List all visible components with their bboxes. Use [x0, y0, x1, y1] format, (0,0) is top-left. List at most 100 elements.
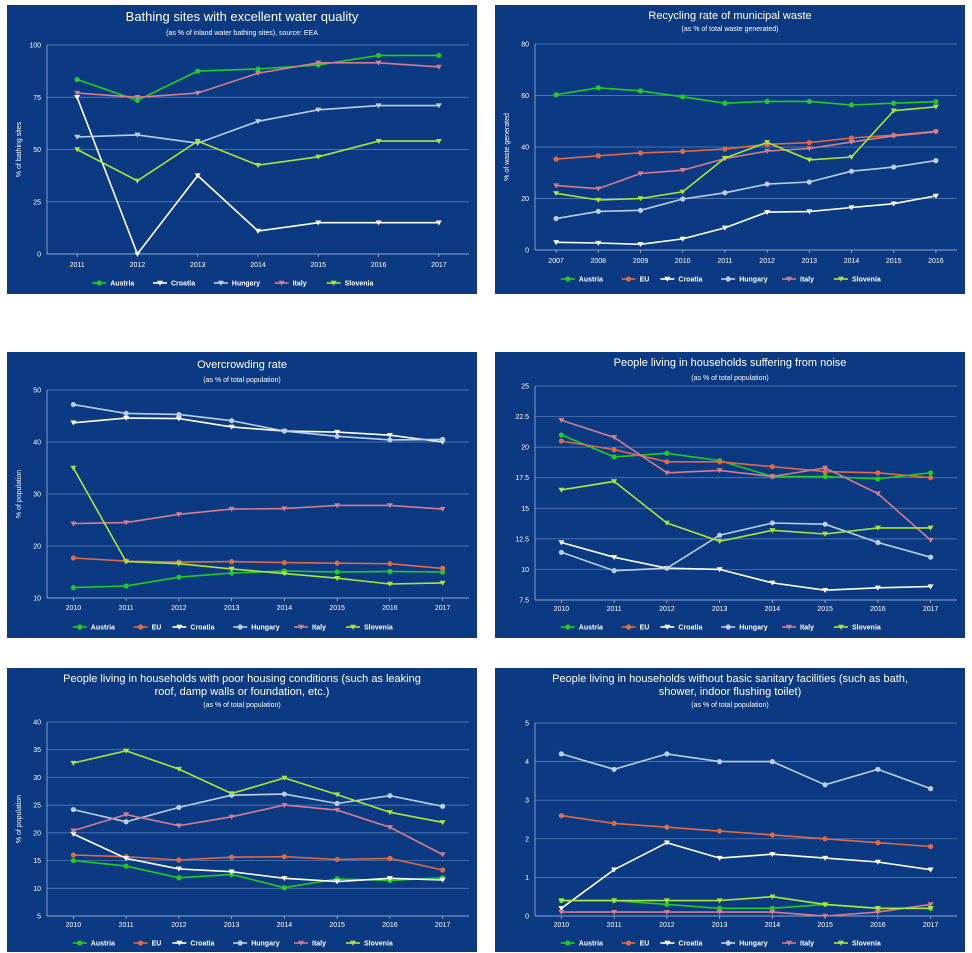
legend-marker-austria [565, 276, 571, 282]
x-tick-label: 2013 [802, 258, 818, 265]
legend-marker-croatia [664, 276, 671, 282]
series-line-austria [561, 434, 931, 480]
data-point-hungary [928, 786, 934, 792]
data-point-slovenia [228, 791, 235, 797]
legend-label-slovenia: Slovenia [345, 281, 374, 288]
legend-marker-croatia [664, 940, 671, 946]
data-point-austria [611, 454, 617, 460]
series-line-croatia [73, 833, 443, 883]
data-point-croatia [721, 225, 728, 231]
data-point-hungary [176, 411, 182, 418]
series-line-eu [561, 814, 931, 848]
data-point-eu [769, 464, 775, 470]
data-point-slovenia [74, 147, 81, 153]
x-tick-label: 2013 [190, 262, 206, 269]
data-point-slovenia [874, 525, 881, 531]
legend-marker-croatia [157, 280, 163, 286]
data-point-slovenia [281, 571, 288, 577]
x-tick-label: 2017 [923, 606, 939, 613]
legend-label-croatia: Croatia [190, 941, 214, 948]
x-tick-label: 2017 [435, 605, 451, 612]
data-point-slovenia [716, 898, 723, 904]
x-tick-label: 2017 [923, 922, 939, 929]
data-point-eu [717, 828, 723, 834]
x-tick-label: 2008 [591, 258, 607, 265]
data-point-croatia [558, 906, 565, 912]
legend-marker-austria [77, 940, 83, 946]
legend-label-croatia: Croatia [678, 941, 702, 948]
data-point-austria [281, 885, 287, 891]
data-point-austria [195, 68, 201, 74]
y-tick-label: 60 [521, 93, 529, 100]
data-point-eu [664, 824, 670, 830]
x-tick-label: 2012 [659, 922, 675, 929]
chart-panel-sanitary: People living in households without basi… [495, 668, 965, 952]
x-tick-label: 2016 [371, 262, 387, 269]
chart-title: roof, damp walls or foundation, etc.) [155, 686, 330, 698]
data-point-italy [255, 71, 261, 77]
data-point-italy [890, 133, 897, 139]
legend-label-eu: EU [640, 941, 650, 948]
data-point-austria [595, 85, 601, 91]
data-point-hungary [611, 568, 617, 574]
data-point-hungary [134, 132, 141, 138]
data-point-eu [229, 854, 235, 860]
data-point-eu [553, 156, 559, 162]
legend-label-croatia: Croatia [678, 277, 702, 284]
data-point-hungary [595, 208, 601, 214]
data-point-eu [637, 150, 644, 156]
chart-title: People living in households with poor ho… [63, 673, 421, 685]
x-tick-label: 2011 [717, 258, 732, 265]
data-point-italy [637, 171, 644, 177]
data-point-eu [281, 560, 287, 566]
data-point-croatia [848, 205, 855, 211]
legend-marker-italy [298, 940, 304, 946]
data-point-hungary [387, 437, 393, 443]
series-line-italy [73, 504, 443, 525]
data-point-slovenia [806, 157, 813, 163]
data-point-eu [822, 836, 828, 842]
data-point-croatia [611, 867, 618, 873]
data-point-austria [848, 102, 855, 108]
series-line-croatia [73, 417, 443, 443]
y-tick-label: 17.5 [515, 475, 529, 482]
chart-title: Bathing sites with excellent water quali… [126, 9, 359, 24]
data-point-slovenia [927, 525, 934, 531]
x-tick-label: 2010 [554, 922, 570, 929]
y-tick-label: 0 [525, 914, 529, 921]
data-point-eu [595, 153, 601, 159]
series-line-austria [76, 54, 439, 102]
legend-label-slovenia: Slovenia [364, 941, 393, 948]
chart-subtitle: (as % of total population) [691, 375, 768, 382]
data-point-slovenia [721, 155, 728, 161]
data-point-austria [123, 863, 129, 869]
y-tick-label: 15 [33, 858, 41, 865]
y-tick-label: 35 [33, 747, 41, 754]
chart-svg: Recycling rate of municipal waste (as % o… [504, 10, 957, 284]
data-point-hungary [769, 520, 775, 526]
y-tick-label: 0 [37, 252, 41, 259]
data-point-croatia [439, 877, 446, 883]
data-point-hungary [717, 532, 723, 538]
data-point-italy [439, 506, 446, 512]
data-point-eu [806, 140, 812, 146]
data-point-hungary [891, 164, 897, 170]
series-line-italy [556, 131, 936, 190]
data-point-italy [558, 909, 565, 915]
data-point-slovenia [553, 191, 560, 197]
chart-title: shower, indoor flushing toilet) [659, 686, 801, 698]
data-point-croatia [334, 429, 341, 435]
data-point-italy [123, 520, 130, 526]
data-point-italy [663, 470, 670, 476]
data-point-italy [175, 512, 182, 518]
data-point-croatia [386, 433, 393, 439]
x-tick-label: 2010 [66, 922, 82, 929]
x-tick-label: 2015 [329, 605, 345, 612]
data-point-slovenia [134, 178, 141, 184]
y-tick-label: 20 [521, 196, 529, 203]
legend-label-italy: Italy [800, 625, 814, 632]
legend-marker-slovenia [350, 624, 356, 630]
data-point-austria [933, 99, 939, 105]
series-line-croatia [561, 541, 931, 592]
data-point-austria [74, 76, 80, 83]
